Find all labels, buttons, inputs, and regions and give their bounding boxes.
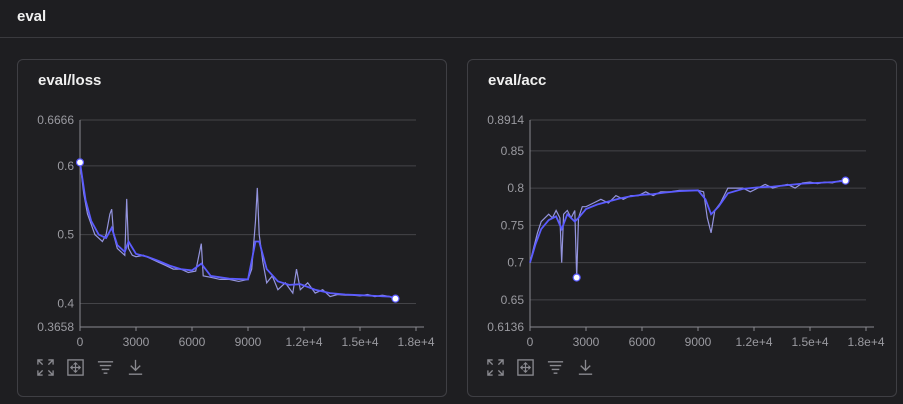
fit-domain-icon[interactable]: [66, 358, 85, 377]
data-point-marker: [75, 158, 85, 167]
x-tick-label: 1.5e+4: [341, 335, 378, 349]
x-tick-label: 0: [527, 335, 534, 349]
y-tick-label: 0.5: [57, 228, 74, 242]
x-tick-label: 3000: [573, 335, 600, 349]
chart-title-loss: eval/loss: [38, 72, 102, 89]
chart-card-loss: eval/loss 0.3658 0.4 0.5 0.6 0.6666 0 3000 6000…: [17, 59, 447, 397]
y-tick-label: 0.75: [501, 218, 525, 232]
section-header[interactable]: eval: [0, 0, 903, 38]
x-tick-label: 1.8e+4: [397, 335, 434, 349]
y-tick-label: 0.6136: [487, 320, 524, 334]
x-tick-label: 1.5e+4: [791, 335, 828, 349]
y-tick-label: 0.85: [501, 144, 525, 158]
series-smoothed-line: [79, 162, 396, 300]
y-tick-label: 0.7: [507, 256, 524, 270]
y-tick-label: 0.4: [57, 296, 74, 310]
download-icon[interactable]: [576, 358, 595, 377]
fit-domain-icon[interactable]: [516, 358, 535, 377]
series-smoothed-line: [529, 179, 846, 263]
chart-card-acc: eval/acc 0.6136 0.65 0.7 0.75 0.8 0.85 0.8914 0…: [467, 59, 897, 397]
data-point-marker: [572, 273, 581, 282]
y-tick-label: 0.65: [501, 293, 525, 307]
y-tick-label: 0.6: [57, 159, 74, 173]
data-point-marker: [841, 176, 850, 185]
x-tick-label: 0: [77, 335, 84, 349]
y-tick-label: 0.8914: [487, 113, 524, 127]
x-tick-label: 1.8e+4: [847, 335, 884, 349]
chart-title-acc: eval/acc: [488, 72, 547, 89]
y-tick-label: 0.3658: [37, 320, 74, 334]
toolbar-loss: [36, 358, 145, 377]
plot-loss[interactable]: 0.3658 0.4 0.5 0.6 0.6666 0 3000 6000 9000 1.2e+4…: [18, 60, 446, 360]
toolbar-acc: [486, 358, 595, 377]
y-tick-label: 0.6666: [37, 113, 74, 127]
x-tick-label: 9000: [685, 335, 712, 349]
data-point-marker: [391, 294, 400, 303]
y-tick-label: 0.8: [507, 181, 524, 195]
filter-icon[interactable]: [546, 358, 565, 377]
download-icon[interactable]: [126, 358, 145, 377]
x-tick-label: 1.2e+4: [735, 335, 772, 349]
x-tick-label: 1.2e+4: [285, 335, 322, 349]
x-tick-label: 6000: [179, 335, 206, 349]
x-tick-label: 9000: [235, 335, 262, 349]
x-tick-label: 3000: [123, 335, 150, 349]
fullscreen-icon[interactable]: [36, 358, 55, 377]
fullscreen-icon[interactable]: [486, 358, 505, 377]
filter-icon[interactable]: [96, 358, 115, 377]
plot-acc[interactable]: 0.6136 0.65 0.7 0.75 0.8 0.85 0.8914 0 3000 6000 9…: [468, 60, 896, 360]
section-title: eval: [17, 8, 47, 25]
x-tick-label: 6000: [629, 335, 656, 349]
